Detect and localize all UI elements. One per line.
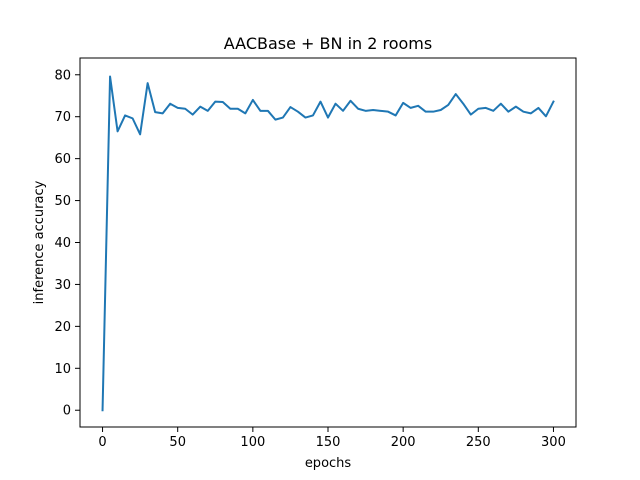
x-tick-label: 0	[98, 435, 106, 450]
y-axis-label: inference accuracy	[32, 180, 47, 304]
x-tick-label: 100	[240, 435, 265, 450]
x-axis-label: epochs	[305, 456, 352, 471]
y-tick-label: 10	[54, 362, 71, 377]
x-tick-label: 200	[391, 435, 416, 450]
x-tick-label: 150	[316, 435, 341, 450]
y-tick-label: 80	[54, 68, 71, 83]
y-axis-ticks: 0 10 20 30 40 50 60 70 80	[54, 68, 80, 419]
y-tick-label: 50	[54, 194, 71, 209]
y-tick-label: 0	[63, 404, 71, 419]
x-tick-label: 300	[541, 435, 566, 450]
accuracy-series-line	[101, 75, 555, 412]
chart-title: AACBase + BN in 2 rooms	[224, 34, 432, 53]
y-tick-label: 60	[54, 152, 71, 167]
x-tick-label: 50	[169, 435, 186, 450]
y-tick-label: 20	[54, 320, 71, 335]
x-tick-label: 250	[466, 435, 491, 450]
y-tick-label: 40	[54, 236, 71, 251]
y-tick-label: 70	[54, 110, 71, 125]
axes-frame	[79, 57, 577, 428]
y-tick-label: 30	[54, 278, 71, 293]
plot-area	[101, 75, 555, 412]
x-axis-ticks: 0 50 100 150 200 250 300	[98, 427, 566, 450]
